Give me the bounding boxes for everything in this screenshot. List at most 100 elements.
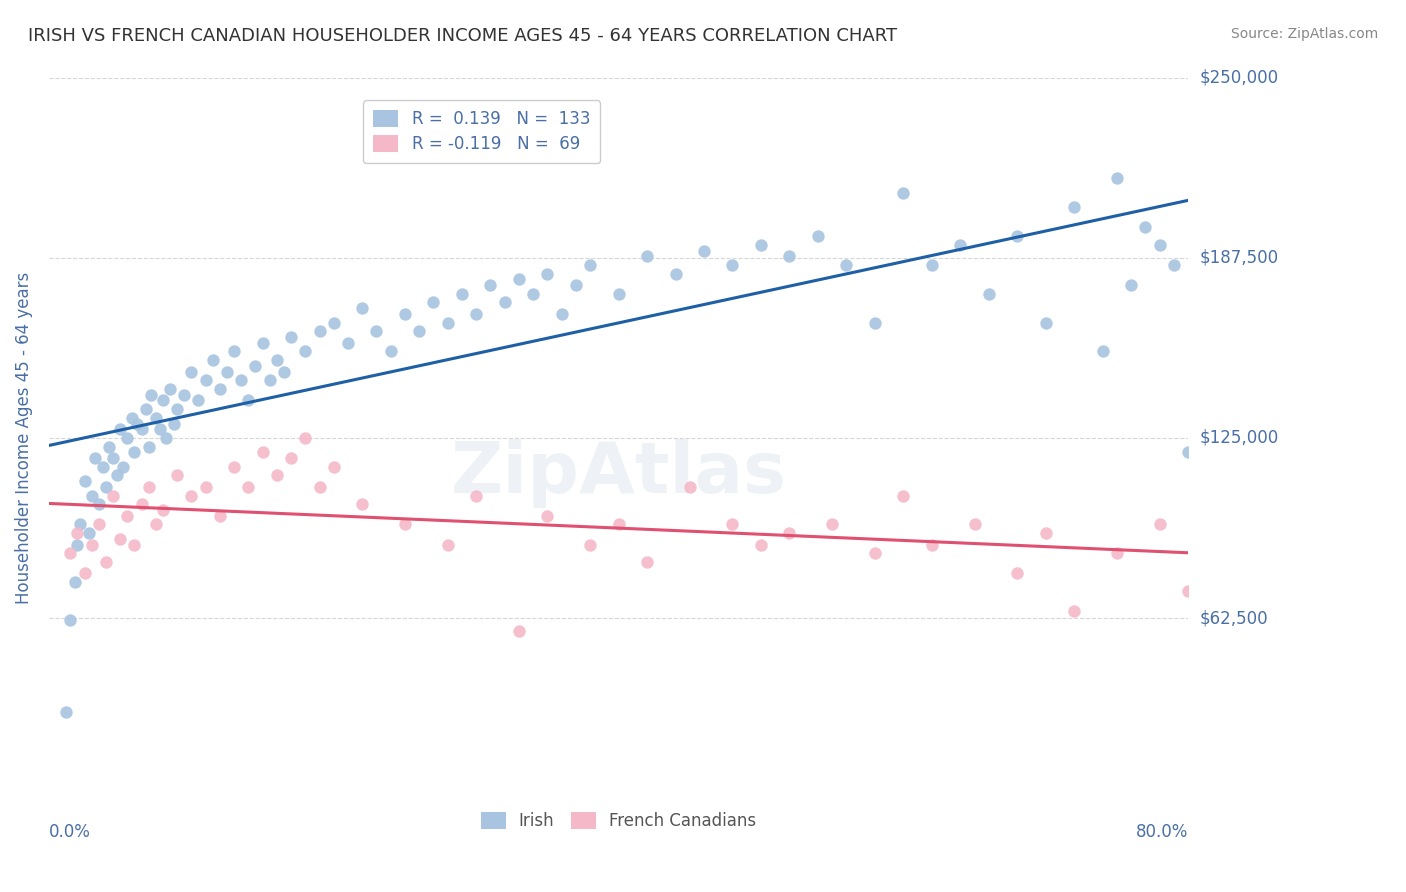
Point <box>266 353 288 368</box>
Point <box>536 267 558 281</box>
Point <box>238 480 260 494</box>
Point <box>778 526 800 541</box>
Point <box>1135 220 1157 235</box>
Point <box>1149 517 1171 532</box>
Point <box>117 431 139 445</box>
Point <box>245 359 267 373</box>
Point <box>73 566 96 581</box>
Point <box>87 517 110 532</box>
Point <box>721 517 744 532</box>
Point <box>636 249 658 263</box>
Point <box>194 480 217 494</box>
Point <box>94 555 117 569</box>
Point <box>465 489 488 503</box>
Point <box>145 517 167 532</box>
Point <box>921 538 943 552</box>
Point <box>238 393 260 408</box>
Point <box>141 387 163 401</box>
Point <box>451 286 474 301</box>
Point <box>124 445 146 459</box>
Point <box>679 480 702 494</box>
Point <box>108 422 131 436</box>
Point <box>73 474 96 488</box>
Point <box>152 393 174 408</box>
Point <box>550 307 572 321</box>
Point <box>436 316 458 330</box>
Text: 80.0%: 80.0% <box>1136 823 1188 841</box>
Point <box>977 286 1000 301</box>
Point <box>1177 583 1199 598</box>
Text: Source: ZipAtlas.com: Source: ZipAtlas.com <box>1230 27 1378 41</box>
Point <box>63 575 86 590</box>
Point <box>173 387 195 401</box>
Point <box>124 538 146 552</box>
Point <box>1091 344 1114 359</box>
Point <box>1105 171 1128 186</box>
Text: $187,500: $187,500 <box>1199 249 1278 267</box>
Text: IRISH VS FRENCH CANADIAN HOUSEHOLDER INCOME AGES 45 - 64 YEARS CORRELATION CHART: IRISH VS FRENCH CANADIAN HOUSEHOLDER INC… <box>28 27 897 45</box>
Point <box>422 295 444 310</box>
Point <box>352 301 374 315</box>
Point <box>108 532 131 546</box>
Point <box>252 445 274 459</box>
Point <box>408 324 430 338</box>
Point <box>117 508 139 523</box>
Point <box>749 237 772 252</box>
Point <box>294 431 316 445</box>
Point <box>1007 566 1029 581</box>
Point <box>87 497 110 511</box>
Point <box>222 344 245 359</box>
Point <box>607 286 630 301</box>
Point <box>579 538 602 552</box>
Point <box>280 451 302 466</box>
Point <box>565 278 588 293</box>
Point <box>963 517 986 532</box>
Point <box>508 272 530 286</box>
Point <box>155 431 177 445</box>
Point <box>77 526 100 541</box>
Point <box>1035 316 1057 330</box>
Point <box>152 503 174 517</box>
Point <box>231 373 253 387</box>
Point <box>294 344 316 359</box>
Point <box>579 258 602 272</box>
Point <box>322 316 344 330</box>
Point <box>721 258 744 272</box>
Point <box>138 440 160 454</box>
Point <box>259 373 281 387</box>
Point <box>636 555 658 569</box>
Point <box>69 517 91 532</box>
Text: ZipAtlas: ZipAtlas <box>450 440 786 508</box>
Point <box>465 307 488 321</box>
Point <box>166 468 188 483</box>
Point <box>863 316 886 330</box>
Point <box>59 546 82 560</box>
Point <box>135 402 157 417</box>
Point <box>94 480 117 494</box>
Point <box>322 459 344 474</box>
Point <box>749 538 772 552</box>
Point <box>949 237 972 252</box>
Point <box>1121 278 1143 293</box>
Y-axis label: Householder Income Ages 45 - 64 years: Householder Income Ages 45 - 64 years <box>15 272 32 604</box>
Point <box>80 538 103 552</box>
Point <box>252 335 274 350</box>
Point <box>194 373 217 387</box>
Point <box>778 249 800 263</box>
Point <box>201 353 224 368</box>
Point <box>166 402 188 417</box>
Point <box>97 440 120 454</box>
Point <box>893 186 915 200</box>
Point <box>101 489 124 503</box>
Point <box>149 422 172 436</box>
Point <box>1035 526 1057 541</box>
Point <box>55 705 77 719</box>
Point <box>80 489 103 503</box>
Point <box>66 538 89 552</box>
Point <box>821 517 844 532</box>
Point <box>273 365 295 379</box>
Point <box>436 538 458 552</box>
Point <box>835 258 858 272</box>
Point <box>111 459 134 474</box>
Point <box>208 382 231 396</box>
